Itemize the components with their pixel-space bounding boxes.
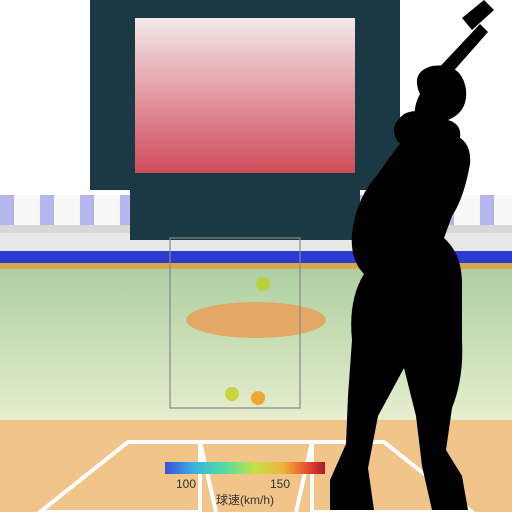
pitch-marker — [251, 391, 265, 405]
pitch-marker — [225, 387, 239, 401]
stand-stripe — [0, 195, 14, 225]
pitchers-mound — [186, 302, 326, 338]
scoreboard-screen — [135, 18, 355, 173]
stand-stripe — [40, 195, 54, 225]
legend-colorbar — [165, 462, 325, 474]
stand-stripe — [480, 195, 494, 225]
pitch-marker — [256, 277, 270, 291]
legend-tick: 150 — [270, 477, 290, 491]
legend-caption: 球速(km/h) — [216, 493, 274, 507]
stand-stripe — [80, 195, 94, 225]
scoreboard-stand — [130, 190, 360, 240]
legend-tick: 100 — [176, 477, 196, 491]
